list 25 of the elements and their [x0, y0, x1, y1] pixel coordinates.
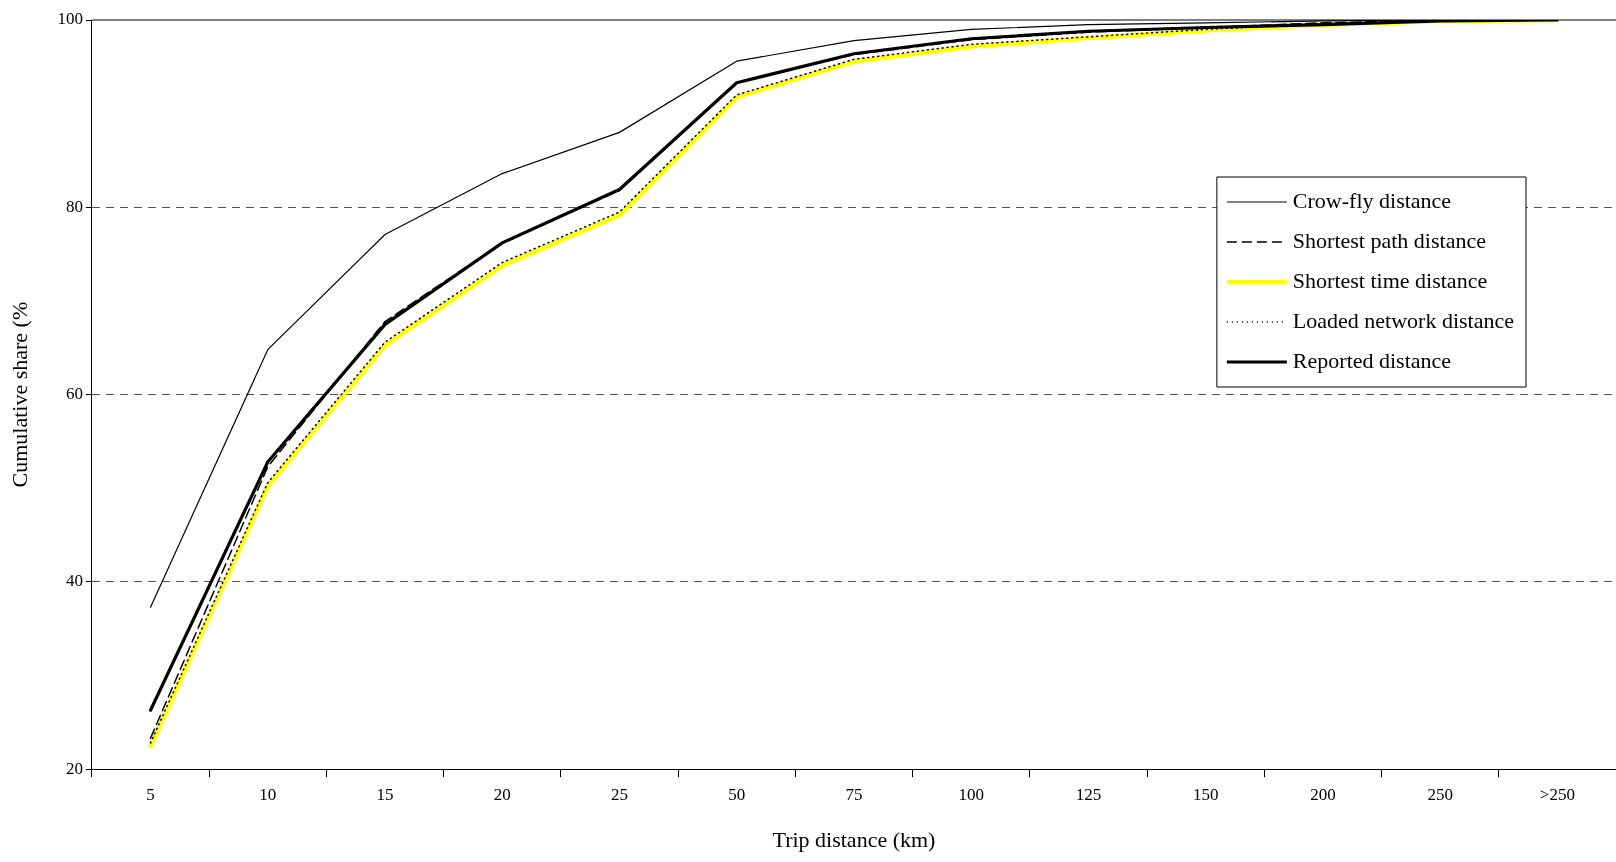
x-tick-label: 100 — [958, 784, 984, 804]
legend-label: Loaded network distance — [1292, 307, 1514, 333]
x-tick-label: 5 — [146, 784, 155, 804]
x-tick-label: 20 — [493, 784, 511, 804]
y-tick-label: 20 — [65, 758, 83, 778]
y-tick-label: 80 — [65, 196, 83, 216]
x-tick-label: 25 — [610, 784, 628, 804]
legend-label: Crow-fly distance — [1292, 187, 1452, 213]
y-tick-label: 40 — [65, 571, 83, 591]
x-tick-label: 125 — [1075, 784, 1102, 804]
x-tick-label: 200 — [1310, 784, 1336, 804]
legend-label: Shortest path distance — [1292, 227, 1486, 253]
legend-label: Shortest time distance — [1292, 267, 1488, 293]
y-tick-label: 100 — [57, 9, 83, 29]
x-tick-label: 10 — [259, 784, 277, 804]
x-axis-title: Trip distance (km) — [772, 826, 936, 852]
legend-label: Reported distance — [1292, 347, 1452, 373]
x-tick-label: 15 — [376, 784, 394, 804]
x-tick-label: >250 — [1539, 784, 1575, 804]
x-tick-label: 75 — [845, 784, 863, 804]
y-tick-label: 60 — [65, 384, 83, 404]
y-axis-title: Cumulative share (% — [6, 301, 32, 488]
x-tick-label: 50 — [728, 784, 746, 804]
x-tick-label: 250 — [1427, 784, 1453, 804]
x-tick-label: 150 — [1192, 784, 1219, 804]
